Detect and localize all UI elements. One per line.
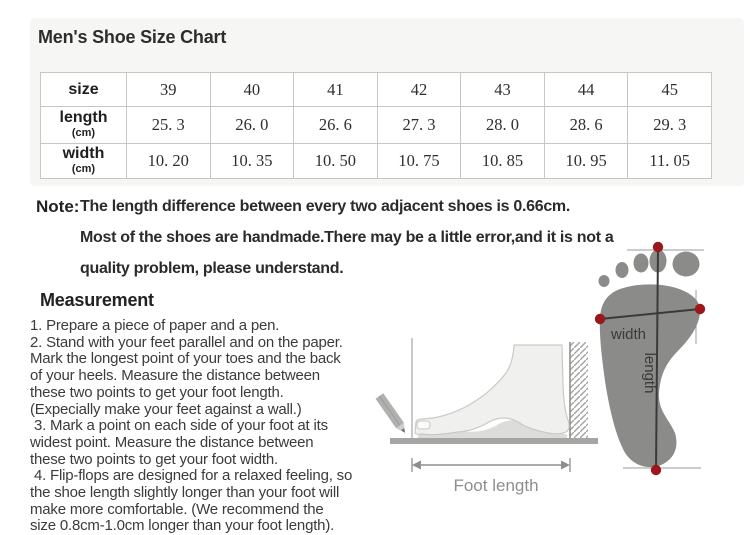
size-value-cell: 44	[543, 72, 629, 107]
size-value-cell: 45	[627, 72, 712, 107]
table-row: size 39 40 41 42 43 44 45	[40, 72, 712, 107]
foot-profile	[414, 344, 570, 436]
width-value-cell: 10. 75	[376, 143, 462, 179]
ground-line	[390, 438, 598, 444]
pencil-icon	[375, 393, 406, 433]
measurement-line: Mark the longest point of your toes and …	[30, 350, 341, 368]
marker-dots	[594, 241, 706, 476]
size-value-cell: 43	[460, 72, 545, 107]
length-value-cell: 28. 6	[543, 106, 629, 144]
length-value-cell: 26. 6	[293, 106, 378, 144]
page-title: Men's Shoe Size Chart	[38, 27, 227, 47]
length-value-cell: 28. 0	[460, 106, 545, 144]
width-value-cell: 11. 05	[627, 143, 712, 179]
wall-hatch	[570, 342, 588, 438]
length-value-cell: 29. 3	[627, 106, 712, 144]
length-line	[655, 246, 659, 471]
width-value-cell: 10. 35	[209, 143, 295, 179]
footprint-toes	[598, 249, 700, 287]
foot-side-view-diagram: Foot length	[375, 338, 598, 495]
measurement-heading: Measurement	[40, 290, 154, 310]
note-line: quality problem, please understand.	[80, 260, 344, 277]
length-value-cell: 25. 3	[126, 106, 211, 144]
unit-label: (cm)	[71, 126, 96, 139]
size-value-cell: 42	[376, 72, 462, 107]
length-value-cell: 26. 0	[209, 106, 295, 144]
note-line: The length difference between every two …	[80, 198, 571, 215]
measurement-line: (Expecially make your feet against a wal…	[30, 400, 302, 418]
footprint-diagram: width length	[594, 241, 706, 476]
measurement-line: the shoe length slightly longer than you…	[30, 484, 340, 502]
width-value-cell: 10. 20	[126, 143, 211, 179]
foot-length-label: Foot length	[453, 476, 538, 495]
width-value-cell: 10. 95	[543, 143, 629, 179]
size-value-cell: 39	[126, 72, 211, 107]
measurement-line: of your heels. Measure the distance betw…	[30, 367, 320, 385]
measurement-instructions: 1. Prepare a piece of paper and a pen. 2.…	[30, 317, 430, 535]
foot-length-arrow	[411, 458, 571, 472]
measurement-line: 1. Prepare a piece of paper and a pen.	[30, 317, 280, 334]
measurement-line: these two points to get your foot width.	[30, 450, 278, 468]
size-value-cell: 41	[293, 72, 378, 107]
width-header-cell: width (cm)	[40, 143, 127, 179]
table-row: length (cm) 25. 3 26. 0 26. 6 27. 3 28. 0 28. 6…	[40, 106, 712, 144]
size-header-cell: size	[40, 72, 127, 107]
footprint-sole	[599, 284, 701, 468]
toenail	[416, 420, 431, 430]
size-table: size 39 40 41 42 43 44 45 length (cm) 25. 3 26. 0 26…	[40, 72, 712, 179]
measurement-line: these two points to get your foot length…	[30, 383, 284, 401]
width-value-cell: 10. 85	[460, 143, 545, 179]
width-value-cell: 10. 50	[293, 143, 378, 179]
measurement-line: 3. Mark a point on each side of your foo…	[30, 417, 328, 435]
note-text: The length difference between every two …	[80, 198, 680, 291]
width-label: width	[610, 326, 646, 343]
length-value-cell: 27. 3	[376, 106, 462, 144]
width-line	[599, 308, 701, 320]
measurement-line: size 0.8cm-1.0cm longer than your foot l…	[30, 517, 335, 535]
size-table-body: size 39 40 41 42 43 44 45 length (cm) 25. 3 26. 0 26…	[40, 72, 712, 179]
measurement-line: 2. Stand with your feet parallel and on …	[30, 333, 343, 351]
table-row: width (cm) 10. 20 10. 35 10. 50 10. 75 10. 85 1…	[40, 143, 712, 179]
measurement-line: make more comfortable. (We recommend the	[30, 500, 324, 518]
size-value-cell: 40	[209, 72, 295, 107]
note-label: Note:	[36, 197, 80, 216]
note-line: Most of the shoes are handmade.There may…	[80, 229, 614, 246]
unit-label: (cm)	[71, 162, 96, 175]
measurement-line: 4. Flip-flops are designed for a relaxed…	[30, 467, 353, 485]
length-header-cell: length (cm)	[40, 106, 127, 144]
length-label: length	[641, 353, 658, 394]
measurement-line: widest point. Measure the distance betwe…	[30, 433, 314, 451]
